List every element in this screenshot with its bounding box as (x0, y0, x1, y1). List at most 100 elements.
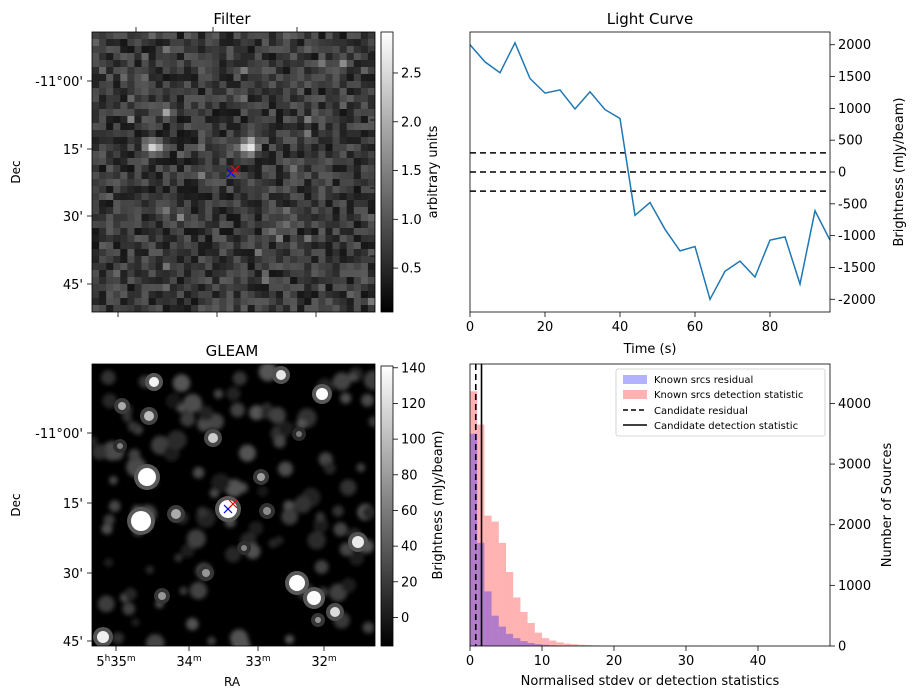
filter-pixel (353, 74, 362, 82)
filter-pixel (183, 221, 192, 229)
filter-pixel (360, 116, 369, 124)
filter-pixel (318, 109, 326, 117)
filter-pixel (283, 172, 291, 180)
filter-colorbar-ticks: 0.51.01.52.02.5 (393, 66, 422, 277)
filter-pixel (226, 116, 234, 124)
filter-pixel (297, 46, 305, 54)
filter-pixel (127, 116, 135, 124)
filter-pixel (367, 158, 375, 166)
filter-pixel (99, 284, 107, 292)
filter-pixel (212, 263, 220, 271)
filter-pixel (212, 186, 220, 194)
filter-pixel (339, 249, 348, 257)
filter-pixel (254, 270, 263, 278)
filter-pixel (155, 53, 164, 61)
filter-pixel (148, 172, 157, 180)
filter-pixel (134, 158, 142, 166)
filter-pixel (176, 32, 185, 40)
filter-pixel (346, 277, 355, 285)
filter-pixel (283, 53, 291, 61)
filter-pixel (162, 39, 171, 47)
gleam-blob (174, 553, 183, 562)
filter-pixel (155, 81, 164, 89)
filter-pixel (353, 256, 362, 264)
filter-pixel (268, 270, 277, 278)
filter-pixel (169, 305, 178, 312)
filter-pixel (247, 32, 256, 40)
filter-pixel (106, 270, 114, 278)
filter-pixel (141, 242, 150, 250)
filter-pixel (183, 67, 192, 75)
filter-pixel (290, 270, 298, 278)
filter-pixel (120, 263, 128, 271)
filter-pixel (162, 179, 171, 187)
filter-pixel (92, 67, 100, 75)
filter-pixel (162, 263, 171, 271)
filter-pixel (332, 53, 341, 61)
filter-pixel (162, 249, 171, 257)
filter-pixel (141, 95, 150, 103)
filter-pixel (113, 130, 121, 138)
filter-pixel (318, 39, 326, 47)
filter-pixel (261, 214, 270, 222)
lightcurve-panel: Light Curve 0 20 40 60 80-2000-1500-1000-500… (466, 10, 907, 357)
filter-pixel (240, 263, 249, 271)
filter-pixel (183, 179, 192, 187)
filter-pixel (290, 130, 298, 138)
filter-pixel (198, 193, 206, 201)
filter-pixel (290, 305, 298, 312)
filter-pixel (367, 221, 375, 229)
filter-pixel (233, 144, 241, 152)
filter-pixel (106, 95, 114, 103)
filter-pixel (275, 39, 284, 47)
filter-pixel (339, 67, 348, 75)
filter-pixel (304, 214, 312, 222)
lightcurve-xtick-label: 80 (762, 320, 779, 335)
filter-pixel (275, 305, 284, 312)
filter-pixel (148, 109, 157, 117)
gleam-xtick: 33m (245, 654, 270, 670)
filter-pixel (120, 144, 128, 152)
filter-pixel (353, 60, 362, 68)
filter-pixel (311, 88, 319, 96)
filter-pixel (332, 242, 341, 250)
filter-pixel (134, 109, 142, 117)
filter-pixel (346, 256, 355, 264)
filter-pixel (283, 228, 291, 236)
filter-pixel (240, 102, 249, 110)
filter-pixel (360, 179, 369, 187)
filter-pixel (176, 179, 185, 187)
filter-pixel (353, 165, 362, 173)
filter-pixel (127, 109, 135, 117)
filter-pixel (212, 270, 220, 278)
filter-pixel (318, 172, 326, 180)
filter-pixel (127, 144, 135, 152)
gleam-blob (349, 551, 364, 566)
gleam-frame (91, 363, 376, 647)
filter-pixel (176, 158, 185, 166)
gleam-ytick: -11°00' (35, 427, 83, 442)
filter-pixel (92, 235, 100, 243)
gleam-source (171, 509, 181, 519)
gleam-source (158, 592, 166, 600)
filter-pixel (240, 88, 249, 96)
filter-pixel (176, 102, 185, 110)
filter-pixel (360, 102, 369, 110)
filter-pixel (127, 284, 135, 292)
filter-pixel (268, 102, 277, 110)
filter-pixel (148, 207, 157, 215)
filter-pixel (176, 207, 185, 215)
filter-pixel (346, 263, 355, 271)
filter-pixel (212, 200, 220, 208)
filter-pixel (318, 291, 326, 299)
filter-ytick: 30' (63, 210, 83, 225)
filter-pixel (367, 214, 375, 222)
filter-pixel (290, 256, 298, 264)
filter-pixel (346, 284, 355, 292)
filter-pixel (297, 270, 305, 278)
filter-pixel (212, 242, 220, 250)
filter-pixel (113, 109, 121, 117)
filter-pixel (304, 200, 312, 208)
filter-pixel (283, 46, 291, 54)
filter-pixel (268, 263, 277, 271)
